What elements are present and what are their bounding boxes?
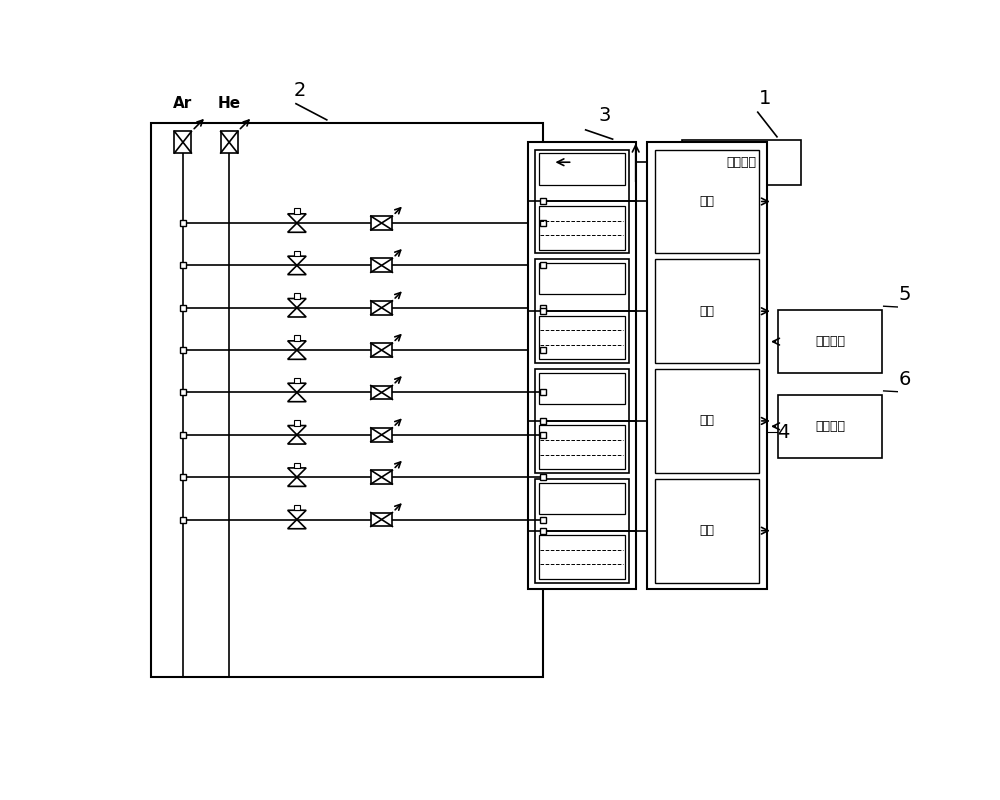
Bar bbox=[539, 535, 625, 578]
Bar bbox=[174, 131, 191, 153]
Bar bbox=[655, 259, 759, 363]
Text: 6: 6 bbox=[899, 370, 911, 389]
Text: 3: 3 bbox=[599, 106, 611, 126]
Text: 控制系统: 控制系统 bbox=[727, 156, 757, 169]
Bar bbox=[294, 250, 300, 256]
Bar bbox=[294, 462, 300, 468]
Bar bbox=[535, 478, 629, 582]
Bar bbox=[371, 513, 392, 526]
Bar bbox=[778, 394, 882, 458]
Bar bbox=[539, 154, 625, 185]
Bar bbox=[294, 420, 300, 426]
Bar bbox=[371, 386, 392, 399]
Bar bbox=[371, 470, 392, 484]
Bar bbox=[655, 369, 759, 473]
Bar bbox=[371, 428, 392, 442]
Bar bbox=[539, 263, 625, 294]
Text: 炉管: 炉管 bbox=[699, 305, 714, 318]
Bar bbox=[371, 343, 392, 357]
Text: 2: 2 bbox=[294, 81, 306, 100]
Bar bbox=[294, 378, 300, 383]
Bar bbox=[535, 259, 629, 363]
Bar bbox=[655, 150, 759, 254]
Text: 炉管: 炉管 bbox=[699, 414, 714, 427]
Bar bbox=[535, 150, 629, 254]
Text: 排风系统: 排风系统 bbox=[815, 420, 845, 433]
Bar bbox=[371, 301, 392, 314]
Bar bbox=[539, 482, 625, 514]
Bar bbox=[371, 258, 392, 272]
Text: 1: 1 bbox=[759, 89, 772, 107]
Bar bbox=[294, 209, 300, 214]
Text: 炉管: 炉管 bbox=[699, 195, 714, 208]
Bar bbox=[528, 142, 636, 589]
Bar bbox=[294, 505, 300, 510]
Text: He: He bbox=[218, 96, 241, 111]
Bar bbox=[539, 316, 625, 359]
Bar bbox=[682, 140, 801, 185]
Text: 冷却系统: 冷却系统 bbox=[815, 335, 845, 348]
Bar bbox=[294, 335, 300, 341]
Bar bbox=[778, 310, 882, 373]
Bar bbox=[647, 142, 767, 589]
Bar bbox=[539, 426, 625, 469]
Bar bbox=[371, 216, 392, 230]
Text: 5: 5 bbox=[899, 285, 911, 304]
Text: 炉管: 炉管 bbox=[699, 524, 714, 537]
Text: Ar: Ar bbox=[173, 96, 193, 111]
Bar bbox=[539, 206, 625, 250]
Bar bbox=[221, 131, 238, 153]
Bar bbox=[535, 369, 629, 473]
Bar bbox=[294, 293, 300, 298]
Text: 4: 4 bbox=[777, 423, 790, 442]
Bar bbox=[655, 478, 759, 582]
Bar bbox=[151, 123, 543, 678]
Bar bbox=[539, 373, 625, 404]
